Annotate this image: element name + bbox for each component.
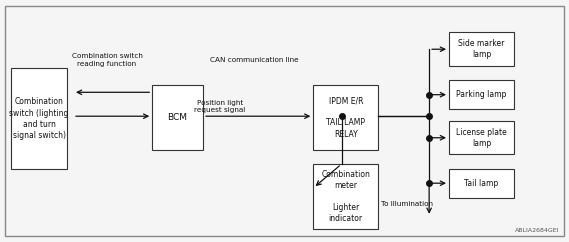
Text: License plate
lamp: License plate lamp [456, 128, 507, 148]
Text: Combination
switch (lighting
and turn
signal switch): Combination switch (lighting and turn si… [10, 98, 69, 140]
FancyBboxPatch shape [5, 6, 564, 236]
FancyBboxPatch shape [314, 164, 378, 229]
FancyBboxPatch shape [11, 68, 67, 169]
FancyBboxPatch shape [449, 32, 514, 66]
FancyBboxPatch shape [152, 85, 203, 150]
FancyBboxPatch shape [449, 169, 514, 197]
Text: Parking lamp: Parking lamp [456, 90, 506, 99]
Text: Combination
meter

Lighter
indicator: Combination meter Lighter indicator [321, 170, 370, 223]
Text: Tail lamp: Tail lamp [464, 179, 498, 188]
Text: IPDM E/R

TAIL LAMP
RELAY: IPDM E/R TAIL LAMP RELAY [326, 96, 365, 139]
FancyBboxPatch shape [449, 121, 514, 154]
Text: CAN communication line: CAN communication line [209, 57, 298, 63]
Text: Side marker
lamp: Side marker lamp [458, 39, 505, 59]
Text: ABLIA2684GEI: ABLIA2684GEI [514, 228, 559, 234]
Text: Combination switch
reading function: Combination switch reading function [72, 53, 142, 67]
Text: Position light
request signal: Position light request signal [195, 100, 246, 113]
Text: BCM: BCM [168, 113, 188, 122]
Text: To illumination: To illumination [381, 201, 432, 206]
FancyBboxPatch shape [314, 85, 378, 150]
FancyBboxPatch shape [449, 80, 514, 109]
